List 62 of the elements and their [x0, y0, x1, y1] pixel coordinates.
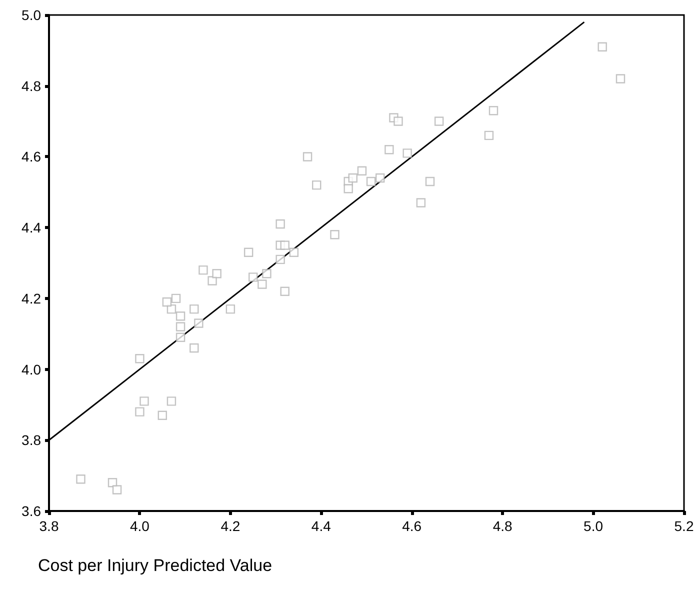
point [348, 173, 358, 183]
point [176, 322, 186, 332]
point [330, 230, 340, 240]
point [262, 269, 272, 278]
point [190, 343, 199, 353]
point [357, 166, 367, 176]
y-tick-label: 4.4 [22, 220, 42, 236]
point [488, 106, 498, 116]
point [76, 474, 86, 484]
y-tick-label: 4.6 [22, 148, 42, 165]
point [212, 269, 222, 278]
point [302, 152, 312, 162]
point [158, 410, 167, 420]
x-tick-label: 4.2 [220, 518, 240, 534]
point [384, 145, 394, 154]
point [176, 312, 186, 321]
x-axis-title: Cost per Injury Predicted Value [38, 556, 272, 575]
point [312, 180, 322, 190]
point [162, 297, 172, 307]
point [194, 318, 204, 328]
x-tick-label: 4.4 [311, 518, 332, 534]
point [112, 485, 122, 494]
point [402, 148, 412, 158]
point [166, 396, 176, 406]
point [276, 219, 285, 229]
point [376, 173, 385, 183]
point [198, 265, 208, 275]
point [171, 294, 181, 304]
x-tick-label: 4.6 [402, 518, 422, 534]
x-tick-label: 4.0 [130, 518, 150, 534]
point [484, 130, 494, 140]
point [416, 198, 426, 208]
x-tick-label: 5.2 [674, 518, 694, 534]
point [140, 396, 149, 406]
point [280, 240, 290, 250]
point [598, 42, 607, 52]
point [190, 304, 199, 314]
y-tick-label: 5.0 [22, 7, 42, 23]
point [244, 248, 254, 257]
x-tick-label: 3.8 [39, 518, 59, 534]
point [344, 184, 353, 194]
point [289, 248, 299, 257]
point [280, 286, 290, 296]
point [434, 116, 444, 126]
y-tick-label: 4.2 [22, 290, 42, 306]
y-tick-label: 3.8 [22, 432, 42, 448]
point [135, 407, 144, 416]
point [226, 304, 236, 314]
point [135, 354, 144, 364]
point [394, 116, 403, 126]
point [248, 272, 258, 282]
point [616, 74, 626, 84]
point [276, 254, 285, 264]
point [258, 280, 267, 289]
y-tick-label: 4.8 [22, 78, 42, 94]
point [176, 332, 186, 342]
y-tick-label: 4.0 [22, 361, 42, 378]
point [366, 176, 376, 186]
point [425, 176, 435, 186]
y-tick-label: 3.6 [22, 503, 42, 519]
x-tick-label: 4.8 [492, 518, 513, 534]
x-tick-label: 5.0 [584, 518, 604, 534]
